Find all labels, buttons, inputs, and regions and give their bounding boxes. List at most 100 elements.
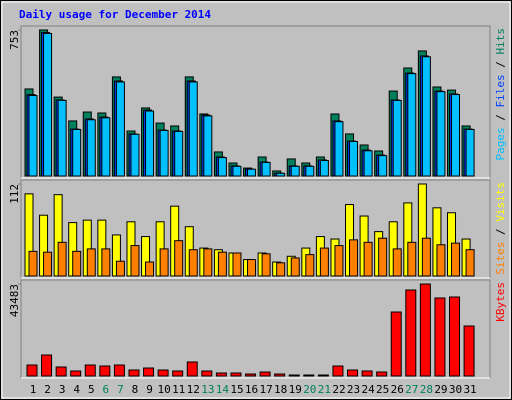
bar	[217, 251, 227, 277]
bar	[157, 369, 169, 377]
bar	[434, 297, 446, 377]
bar	[392, 248, 402, 277]
x-tick-label: 8	[132, 383, 139, 396]
bar	[349, 140, 359, 177]
legend-separator: /	[494, 55, 507, 75]
bar	[26, 364, 38, 377]
chart-title: Daily usage for December 2014	[19, 8, 211, 21]
legend-separator: /	[494, 108, 507, 128]
legend: Pages / Files / Hits	[494, 28, 507, 161]
bar	[115, 260, 125, 277]
bar	[99, 365, 111, 377]
x-tick-label: 13	[201, 383, 214, 396]
bar	[86, 248, 96, 277]
bar	[174, 240, 184, 277]
x-tick-label: 16	[245, 383, 258, 396]
y-tick-label: 43483	[8, 284, 21, 317]
bar	[405, 289, 417, 377]
bar	[130, 133, 140, 177]
bar	[28, 250, 38, 277]
bar	[72, 128, 82, 177]
bar	[128, 369, 140, 377]
bar	[159, 248, 169, 277]
bar	[421, 56, 431, 177]
bar	[407, 241, 417, 277]
x-tick-label: 1	[30, 383, 37, 396]
bar	[115, 81, 125, 177]
legend-separator: /	[494, 222, 507, 242]
legend-entry: Sites	[494, 242, 507, 275]
bar	[55, 366, 67, 377]
bar	[130, 245, 140, 277]
bar	[303, 374, 315, 377]
x-tick-label: 15	[230, 383, 243, 396]
bar	[361, 370, 373, 377]
x-tick-label: 27	[405, 383, 418, 396]
y-tick-label: 112	[8, 184, 21, 204]
x-tick-label: 24	[361, 383, 375, 396]
bar	[392, 99, 402, 177]
bar	[436, 91, 446, 177]
bar	[203, 115, 213, 177]
bar	[247, 168, 257, 177]
legend-entry: KBytes	[494, 282, 507, 322]
bar	[451, 94, 461, 177]
bar	[463, 325, 475, 377]
bar	[363, 241, 373, 277]
x-tick-label: 7	[117, 383, 124, 396]
bar	[378, 155, 388, 177]
bar	[101, 248, 111, 277]
bar	[86, 119, 96, 177]
legend-entry: Pages	[494, 127, 507, 160]
bar	[57, 241, 67, 277]
bar	[347, 369, 359, 377]
bar	[28, 95, 38, 177]
legend: Sites / Visits	[494, 182, 507, 275]
x-tick-label: 28	[420, 383, 433, 396]
x-tick-label: 6	[103, 383, 110, 396]
bar	[436, 244, 446, 277]
bar	[174, 130, 184, 177]
bar	[363, 150, 373, 177]
bar	[349, 239, 359, 277]
bar	[230, 372, 242, 377]
bar	[288, 374, 300, 377]
bar	[43, 251, 53, 277]
bar	[276, 262, 286, 277]
x-tick-label: 18	[274, 383, 287, 396]
legend-entry: Visits	[494, 182, 507, 222]
bar	[334, 121, 344, 177]
bar	[247, 259, 257, 277]
bar	[305, 165, 315, 177]
bar	[70, 370, 82, 377]
bar	[332, 365, 344, 377]
bar	[101, 117, 111, 177]
x-tick-label: 2	[44, 383, 51, 396]
bar	[449, 296, 461, 377]
bar	[259, 371, 271, 377]
bar	[274, 373, 286, 377]
x-tick-label: 19	[289, 383, 302, 396]
bar	[276, 172, 286, 177]
bar	[145, 110, 155, 177]
bar	[186, 361, 198, 377]
bar	[261, 253, 271, 277]
x-tick-label: 30	[449, 383, 462, 396]
bar	[72, 250, 82, 277]
bar	[159, 129, 169, 177]
bar	[145, 261, 155, 277]
legend: KBytes	[494, 282, 507, 322]
x-tick-label: 10	[157, 383, 170, 396]
bar	[465, 249, 475, 277]
bar	[465, 128, 475, 177]
bar	[188, 249, 198, 277]
bar	[217, 157, 227, 177]
x-tick-label: 9	[146, 383, 153, 396]
bar	[84, 364, 96, 377]
x-tick-label: 4	[73, 383, 80, 396]
x-tick-label: 22	[332, 383, 345, 396]
bar	[43, 32, 53, 177]
bar	[317, 374, 329, 377]
